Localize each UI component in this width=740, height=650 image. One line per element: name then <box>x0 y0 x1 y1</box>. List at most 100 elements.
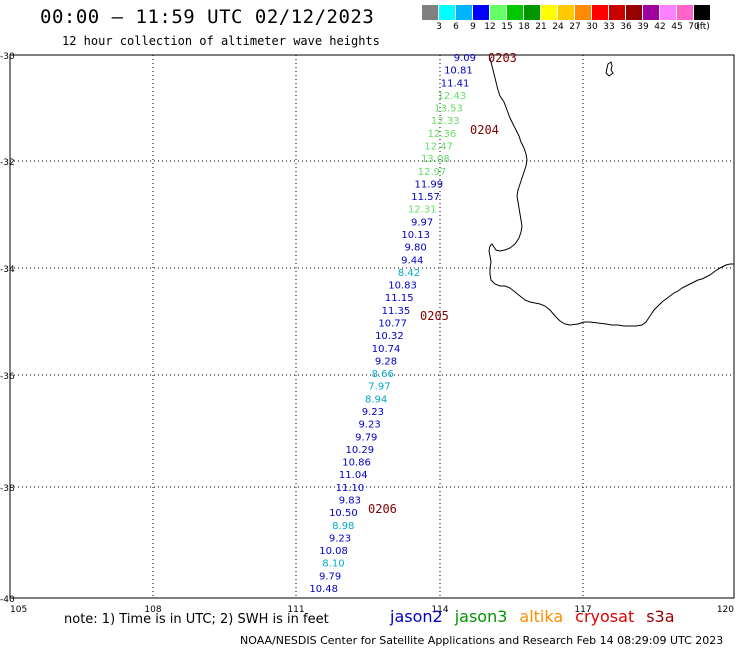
satellite-legend: jason2 jason3 altika cryosat s3a <box>390 607 675 626</box>
wave-height-value: 11.99 <box>415 179 444 190</box>
wave-height-value: 11.10 <box>336 483 365 494</box>
wave-height-value: 9.97 <box>411 217 433 228</box>
wave-height-value: 8.94 <box>365 394 387 405</box>
legend-label: 36 <box>620 22 632 32</box>
wave-height-value: 10.08 <box>319 546 348 557</box>
legend-label: 9 <box>470 22 476 32</box>
wave-height-value: 8.66 <box>372 369 394 380</box>
wave-height-value: 10.13 <box>401 230 430 241</box>
wave-height-value: 11.04 <box>339 470 368 481</box>
legend-label: 39 <box>637 22 649 32</box>
legend-label: 70 <box>688 22 700 32</box>
satellite-altika: altika <box>519 607 564 626</box>
wave-height-value: 8.42 <box>398 268 420 279</box>
lat-label: -32 <box>0 158 15 168</box>
legend-swatch <box>643 5 660 20</box>
map-frame <box>9 54 735 599</box>
wave-height-value: 10.50 <box>329 508 358 519</box>
legend-swatch <box>507 5 524 20</box>
legend-swatch <box>422 5 439 20</box>
pass-time-label: 0203 <box>488 51 517 65</box>
wave-height-value: 12.43 <box>438 91 467 102</box>
wave-height-value: 11.15 <box>385 293 414 304</box>
track-time-labels: 0203 0204 0205 0206 <box>368 51 517 516</box>
legend-swatch <box>439 5 456 20</box>
lat-label: -34 <box>0 265 15 275</box>
map-subtitle: 12 hour collection of altimeter wave hei… <box>62 34 380 48</box>
wave-height-value: 11.41 <box>441 78 470 89</box>
wave-height-value: 13.08 <box>421 154 450 165</box>
legend-label: (ft) <box>696 22 710 32</box>
wave-height-value: 9.44 <box>401 255 423 266</box>
wave-height-value: 10.29 <box>346 445 375 456</box>
wave-height-value: 12.47 <box>424 142 453 153</box>
legend-swatch <box>626 5 643 20</box>
wave-height-value: 11.35 <box>382 306 411 317</box>
legend-label: 42 <box>654 22 666 32</box>
wave-height-value: 9.79 <box>319 571 341 582</box>
legend-swatch <box>456 5 473 20</box>
wave-height-value: 10.83 <box>388 281 417 292</box>
legend-swatch <box>677 5 694 20</box>
satellite-cryosat: cryosat <box>575 607 635 626</box>
legend-swatch <box>660 5 677 20</box>
footer-note: note: 1) Time is in UTC; 2) SWH is in fe… <box>64 612 329 627</box>
wave-height-value: 9.79 <box>355 432 377 443</box>
wave-height-value: 10.81 <box>444 66 473 77</box>
coastline <box>488 57 734 327</box>
legend-label: 21 <box>535 22 547 32</box>
lat-label: -40 <box>0 595 15 605</box>
legend-label: 18 <box>518 22 530 32</box>
map-title: 00:00 – 11:59 UTC 02/12/2023 <box>40 6 375 28</box>
legend-label: 12 <box>484 22 496 32</box>
wave-height-value: 12.97 <box>418 167 447 178</box>
legend-label: 3 <box>436 22 442 32</box>
lon-label: 108 <box>144 605 161 615</box>
satellite-jason2: jason2 <box>390 607 443 626</box>
legend-swatches <box>422 5 711 20</box>
legend-label: 15 <box>501 22 513 32</box>
legend-labels: 3 6 9 12 15 18 21 24 27 30 33 36 39 42 45 70 (ft) <box>422 20 711 34</box>
wave-height-value: 12.36 <box>428 129 457 140</box>
lon-label: 111 <box>287 605 304 615</box>
legend-label: 33 <box>603 22 615 32</box>
wave-height-legend: 3 6 9 12 15 18 21 24 27 30 33 36 39 42 45 70 (ft) <box>422 5 711 34</box>
wave-height-value: 9.28 <box>375 356 397 367</box>
legend-swatch <box>575 5 592 20</box>
wave-height-value: 7.97 <box>368 382 390 393</box>
legend-swatch <box>473 5 490 20</box>
wave-height-value: 9.23 <box>358 420 380 431</box>
satellite-jason3: jason3 <box>454 607 508 626</box>
pass-time-label: 0204 <box>470 123 499 137</box>
wave-height-value: 13.53 <box>434 104 463 115</box>
wave-height-value: 10.77 <box>378 319 407 330</box>
lat-label: -30 <box>0 52 15 62</box>
lat-label: -36 <box>0 372 15 382</box>
legend-swatch <box>490 5 507 20</box>
legend-label: 6 <box>453 22 459 32</box>
wave-height-value: 12.31 <box>408 205 437 216</box>
satellite-s3a: s3a <box>646 607 675 626</box>
legend-label: 27 <box>569 22 581 32</box>
wave-height-value: 10.74 <box>372 344 401 355</box>
wave-height-value: 12.33 <box>431 116 460 127</box>
legend-label: 30 <box>586 22 598 32</box>
wave-height-value: 9.09 <box>454 53 476 64</box>
wave-height-value: 10.86 <box>342 458 371 469</box>
lon-label: 114 <box>431 605 448 615</box>
legend-label: 24 <box>552 22 564 32</box>
lon-label: 120 <box>717 605 734 615</box>
map-grid <box>10 55 734 598</box>
wave-height-value: 10.48 <box>309 584 338 595</box>
island <box>605 61 614 77</box>
footer-credit: NOAA/NESDIS Center for Satellite Applica… <box>240 634 724 647</box>
lat-label: -38 <box>0 484 15 494</box>
pass-time-label: 0205 <box>420 309 449 323</box>
legend-swatch <box>558 5 575 20</box>
wave-height-value: 9.23 <box>362 407 384 418</box>
lon-label: 117 <box>574 605 591 615</box>
wave-height-value: 8.98 <box>332 521 354 532</box>
wave-height-value: 9.80 <box>404 243 426 254</box>
